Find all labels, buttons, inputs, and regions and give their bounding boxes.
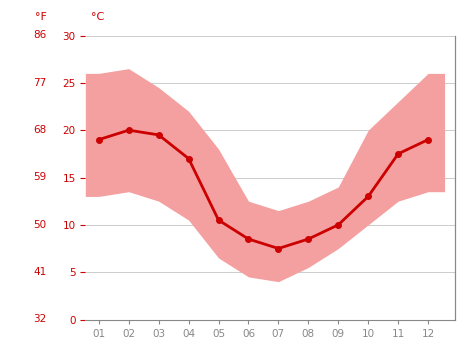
- Text: 86: 86: [33, 31, 46, 40]
- Text: 59: 59: [33, 173, 46, 182]
- Text: °F: °F: [35, 12, 46, 22]
- Text: 68: 68: [33, 125, 46, 135]
- Text: 77: 77: [33, 78, 46, 88]
- Text: 32: 32: [33, 315, 46, 324]
- Text: 41: 41: [33, 267, 46, 277]
- Text: 50: 50: [33, 220, 46, 230]
- Text: °C: °C: [91, 12, 104, 22]
